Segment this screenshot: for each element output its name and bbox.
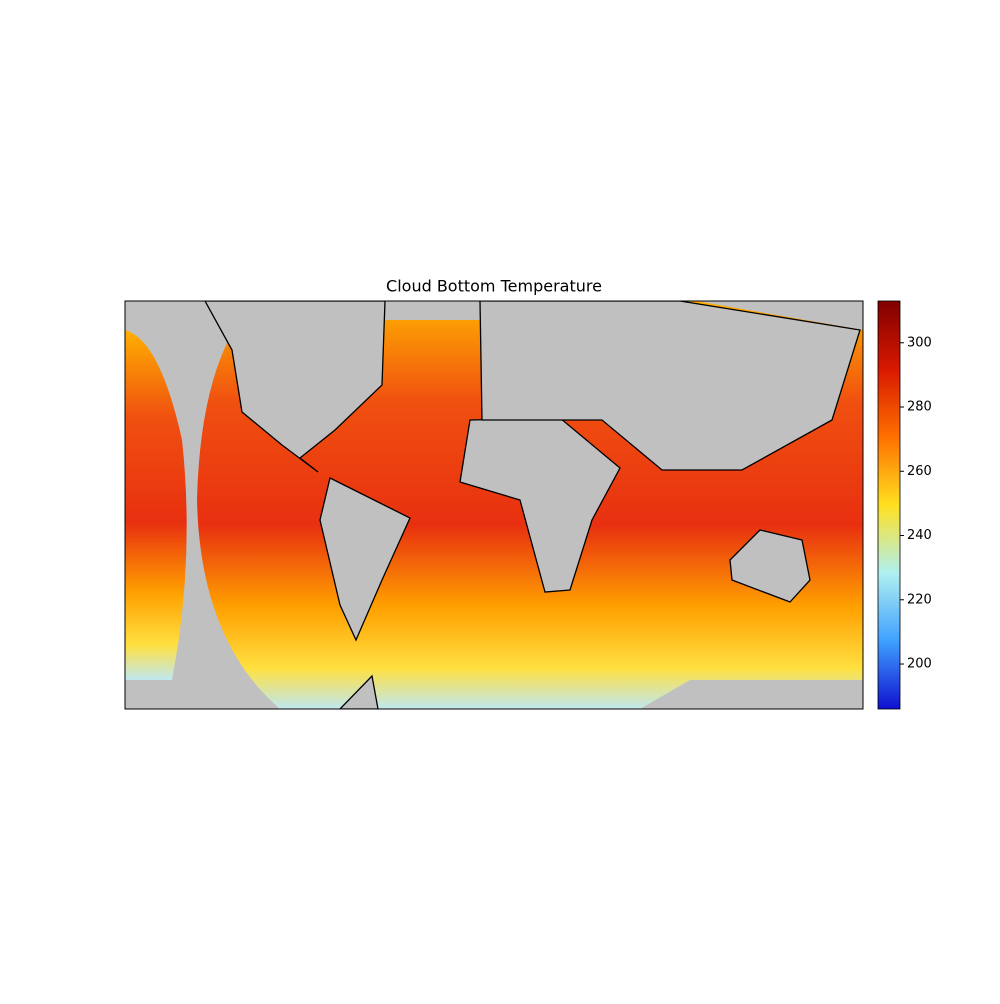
continent bbox=[319, 477, 411, 642]
continent bbox=[459, 417, 621, 593]
continent bbox=[204, 301, 386, 473]
continent bbox=[339, 674, 379, 709]
colorbar-tick-label: 260 bbox=[907, 464, 932, 479]
colorbar-tick-label: 240 bbox=[907, 528, 932, 543]
map-frame bbox=[124, 300, 864, 710]
map-area bbox=[125, 301, 863, 709]
colorbar bbox=[877, 300, 901, 710]
continent bbox=[729, 529, 811, 603]
data-swath bbox=[125, 330, 187, 680]
colorbar-tick-label: 280 bbox=[907, 400, 932, 415]
colorbar-tick-label: 300 bbox=[907, 335, 932, 350]
map-title: Cloud Bottom Temperature bbox=[386, 277, 602, 296]
colorbar-tick-label: 220 bbox=[907, 592, 932, 607]
continent bbox=[479, 301, 861, 471]
colorbar-tick-label: 200 bbox=[907, 657, 932, 672]
